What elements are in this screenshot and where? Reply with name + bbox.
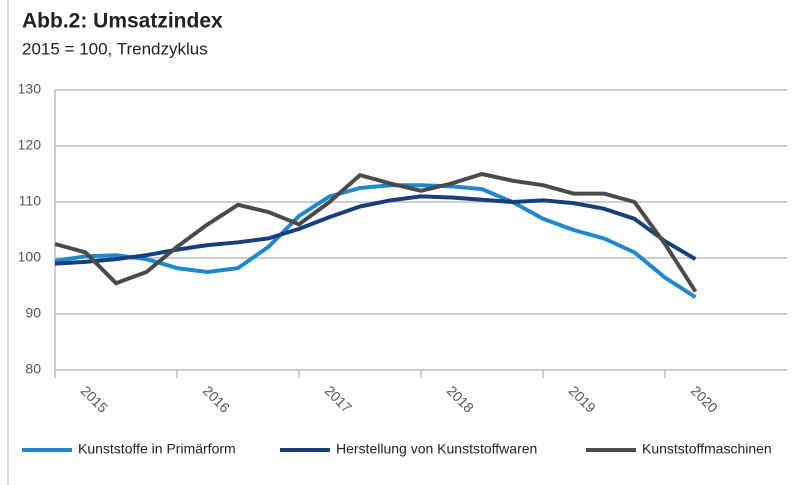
legend-label: Kunststoffmaschinen [642,441,772,457]
x-tick-label: 2017 [322,382,355,415]
chart-subtitle: 2015 = 100, Trendzyklus [22,39,208,58]
y-tick-label: 90 [25,305,41,321]
legend-label: Kunststoffe in Primärform [78,441,236,457]
x-tick-label: 2020 [688,382,721,415]
x-tick-label: 2016 [200,382,233,415]
y-tick-label: 130 [18,81,42,97]
y-tick-label: 100 [18,249,42,265]
x-tick-label: 2018 [444,382,477,415]
data-line [54,194,697,266]
y-tick-label: 80 [25,361,41,377]
chart-title: Abb.2: Umsatzindex [22,10,223,33]
data-line [54,183,697,299]
legend-label: Herstellung von Kunststoffwaren [336,441,537,457]
x-tick-label: 2019 [566,382,599,415]
y-tick-label: 110 [19,193,42,209]
x-tick-label: 2015 [78,382,111,415]
data-line [54,172,698,293]
y-tick-label: 120 [18,137,42,153]
